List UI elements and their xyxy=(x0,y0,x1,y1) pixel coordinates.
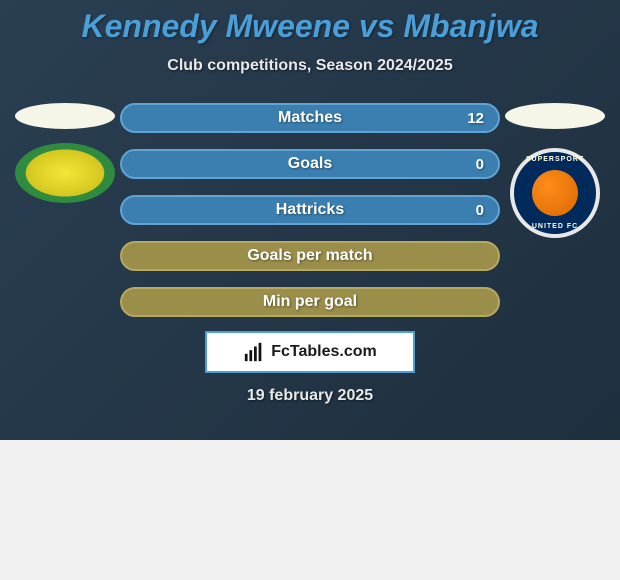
stat-bar-goals-per-match: Goals per match xyxy=(120,241,500,271)
club-logo-right: SUPERSPORT UNITED FC xyxy=(510,148,600,238)
stat-bar-hattricks: Hattricks 0 xyxy=(120,195,500,225)
footer-date: 19 february 2025 xyxy=(0,387,620,405)
player-photo-right xyxy=(505,103,605,129)
subtitle: Club competitions, Season 2024/2025 xyxy=(0,57,620,75)
page-title: Kennedy Mweene vs Mbanjwa xyxy=(0,0,620,45)
branding-box: FcTables.com xyxy=(205,331,415,373)
left-side xyxy=(10,103,120,203)
club-logo-left xyxy=(15,143,115,203)
stat-bar-min-per-goal: Min per goal xyxy=(120,287,500,317)
stat-label: Goals xyxy=(288,155,332,173)
body-row: Matches 12 Goals 0 Hattricks 0 Goals per… xyxy=(0,103,620,317)
comparison-card: Kennedy Mweene vs Mbanjwa Club competiti… xyxy=(0,0,620,440)
club-right-top-text: SUPERSPORT xyxy=(514,156,596,163)
stat-label: Matches xyxy=(278,109,342,127)
stat-bar-matches: Matches 12 xyxy=(120,103,500,133)
stat-right-value: 12 xyxy=(467,110,484,127)
branding-text: FcTables.com xyxy=(271,343,377,361)
club-logo-right-wrap: SUPERSPORT UNITED FC xyxy=(505,143,605,243)
player-photo-left xyxy=(15,103,115,129)
stat-label: Goals per match xyxy=(247,247,372,265)
stat-right-value: 0 xyxy=(476,156,484,173)
stat-label: Min per goal xyxy=(263,293,357,311)
stat-label: Hattricks xyxy=(276,201,344,219)
club-right-bot-text: UNITED FC xyxy=(514,223,596,230)
stat-bar-goals: Goals 0 xyxy=(120,149,500,179)
stat-right-value: 0 xyxy=(476,202,484,219)
chart-bars-icon xyxy=(243,341,265,363)
stats-center: Matches 12 Goals 0 Hattricks 0 Goals per… xyxy=(120,103,500,317)
right-side: SUPERSPORT UNITED FC xyxy=(500,103,610,243)
